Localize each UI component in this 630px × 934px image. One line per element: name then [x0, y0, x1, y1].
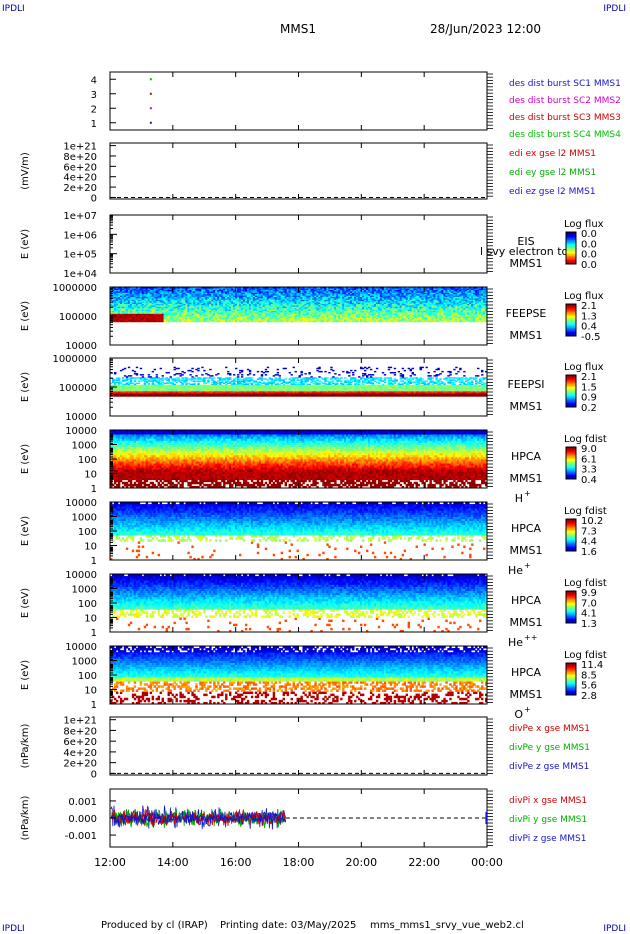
panel-frame: [110, 72, 487, 130]
legend-entry: des dist burst SC2 MMS2: [509, 96, 621, 106]
burst-point: [150, 78, 152, 80]
y-tick-label: 8e+20: [63, 152, 97, 163]
y-tick-label: 2e+20: [63, 183, 97, 194]
y-tick-label: 1e+06: [63, 230, 97, 241]
y-axis-label: E (eV): [20, 229, 31, 259]
y-tick-label: 1e+07: [63, 211, 97, 222]
legend-entry: edi ez gse l2 MMS1: [509, 187, 596, 197]
y-tick-label: 0: [91, 193, 97, 204]
legend-entry: des dist burst SC4 MMS4: [509, 130, 621, 140]
panel-burst: 4 3 2 1 des dist burst SC1 MMS1 des dist burs…: [91, 72, 621, 140]
y-tick-label: 1e+05: [63, 250, 97, 261]
spectrogram-cells: [110, 287, 487, 322]
y-tick-label: 4: [91, 75, 97, 86]
y-tick-label: 2: [91, 104, 97, 115]
colorbar-tick-label: 0.0: [581, 260, 597, 271]
burst-point: [150, 107, 152, 109]
y-tick-label: 3: [91, 90, 97, 101]
burst-point: [150, 93, 152, 95]
y-tick-label: 1: [91, 119, 97, 130]
panel-frame: [110, 143, 487, 199]
burst-point: [150, 122, 152, 124]
panel-frame: [110, 215, 487, 273]
y-tick-label: 4e+20: [63, 173, 97, 184]
legend-entry: des dist burst SC1 MMS1: [509, 79, 621, 89]
overlay-text: l svy electron to: [480, 245, 569, 258]
legend-entry: edi ey gse l2 MMS1: [509, 168, 596, 178]
summary-plot: 4 3 2 1 des dist burst SC1 MMS1 des dist burs…: [0, 0, 630, 934]
spacecraft-label: MMS1: [510, 257, 543, 270]
y-axis-label: (mV/m): [20, 152, 31, 190]
legend-entry: des dist burst SC3 MMS3: [509, 113, 621, 123]
y-tick-label: 1e+21: [63, 142, 97, 153]
legend-entry: edi ex gse l2 MMS1: [509, 149, 596, 159]
y-tick-label: 1e+04: [63, 269, 97, 280]
y-tick-label: 6e+20: [63, 162, 97, 173]
